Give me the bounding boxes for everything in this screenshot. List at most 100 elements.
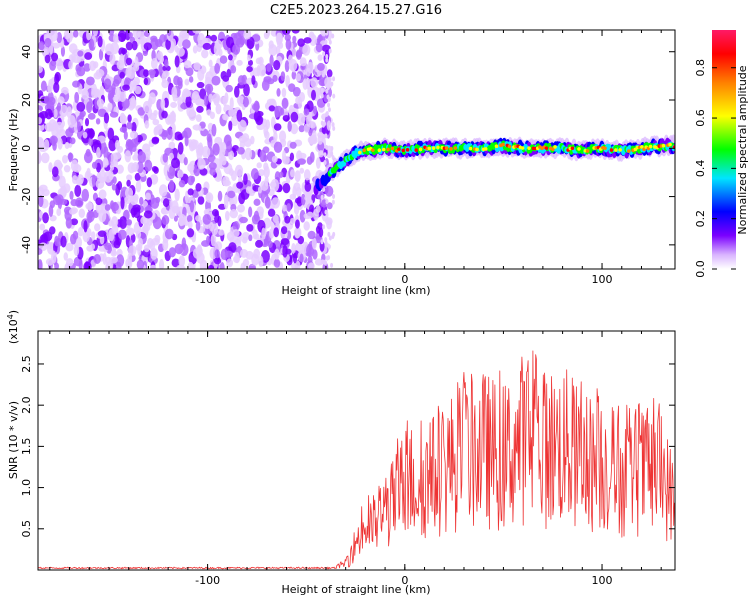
heatmap-cell	[87, 112, 96, 120]
heatmap-trace	[313, 134, 675, 196]
heatmap-cell	[248, 265, 255, 269]
heatmap-cell	[212, 93, 221, 104]
heatmap-cell	[294, 170, 301, 182]
heatmap-cell	[217, 190, 223, 202]
heatmap-cell	[51, 250, 57, 264]
trace-cell	[436, 145, 440, 150]
heatmap-cell	[220, 156, 227, 166]
heatmap-cell	[295, 73, 302, 82]
heatmap-cell	[332, 126, 336, 132]
heatmap-cell	[236, 59, 243, 66]
heatmap-cell	[331, 199, 335, 205]
heatmap-cell	[320, 239, 324, 245]
heatmap-cell	[325, 144, 329, 150]
heatmap-cell	[132, 162, 139, 172]
heatmap-cell	[130, 95, 136, 108]
heatmap-cell	[127, 66, 136, 79]
heatmap-cell	[207, 136, 213, 149]
heatmap-cell	[122, 84, 130, 91]
heatmap-cell	[228, 242, 237, 253]
heatmap-cell	[170, 101, 178, 109]
heatmap-cell	[111, 183, 117, 191]
heatmap-cell	[205, 192, 214, 203]
heatmap-cell	[206, 235, 211, 245]
heatmap-cell	[43, 231, 53, 242]
heatmap-cell	[187, 188, 194, 196]
heatmap-cell	[300, 193, 306, 206]
heatmap-cell	[73, 30, 79, 38]
heatmap-cell	[170, 157, 180, 169]
heatmap-cell	[66, 106, 73, 119]
heatmap-cell	[156, 50, 163, 61]
heatmap-cell	[317, 62, 325, 71]
heatmap-cell	[55, 194, 64, 205]
heatmap-cell	[228, 168, 234, 176]
heatmap-cell	[266, 63, 272, 72]
heatmap-cell	[224, 210, 230, 222]
heatmap-cell	[149, 264, 157, 269]
heatmap-cell	[273, 59, 281, 71]
heatmap-cell	[203, 94, 209, 107]
heatmap-cell	[142, 100, 152, 113]
heatmap-cell	[220, 248, 229, 261]
heatmap-cell	[223, 196, 229, 210]
heatmap-cell	[187, 163, 195, 173]
heatmap-cell	[114, 139, 121, 150]
heatmap-cell	[83, 261, 92, 269]
heatmap-cell	[206, 109, 212, 116]
heatmap-cell	[317, 222, 323, 230]
heatmap-cell	[208, 93, 214, 103]
heatmap-cell	[82, 131, 88, 139]
heatmap-cell	[155, 196, 161, 204]
heatmap-cell	[328, 235, 332, 241]
heatmap-cell	[229, 208, 238, 219]
heatmap-cell	[169, 111, 177, 121]
heatmap-cell	[331, 234, 335, 240]
heatmap-cell	[230, 65, 237, 74]
heatmap-cell	[291, 30, 300, 34]
heatmap-cell	[261, 227, 266, 240]
heatmap-cell	[77, 50, 84, 57]
heatmap-cell	[116, 59, 125, 71]
heatmap-cell	[299, 253, 304, 263]
heatmap-cell	[116, 262, 122, 269]
heatmap-cell	[189, 142, 195, 152]
heatmap-cell	[132, 30, 141, 39]
heatmap-cell	[72, 80, 81, 88]
heatmap-cell	[305, 77, 311, 90]
heatmap-cell	[264, 130, 270, 139]
heatmap-cell	[234, 164, 244, 177]
heatmap-cell	[88, 136, 94, 147]
heatmap-cell	[173, 215, 178, 222]
heatmap-cell	[282, 204, 288, 212]
spectrogram-x-label: Height of straight line (km)	[281, 284, 430, 297]
heatmap-cell	[322, 121, 326, 127]
heatmap-cell	[306, 244, 314, 258]
trace-cell	[501, 142, 505, 147]
heatmap-cell	[324, 185, 334, 197]
heatmap-cell	[271, 197, 281, 209]
trace-cell	[386, 147, 390, 152]
heatmap-cell	[168, 141, 176, 150]
trace-cell	[397, 147, 401, 151]
heatmap-cell	[54, 235, 59, 247]
heatmap-noise	[38, 30, 336, 269]
heatmap-cell	[68, 43, 78, 54]
heatmap-cell	[327, 231, 331, 237]
heatmap-cell	[174, 55, 180, 68]
heatmap-cell	[228, 54, 233, 61]
heatmap-cell	[74, 91, 80, 104]
heatmap-cell	[108, 30, 115, 36]
heatmap-cell	[79, 110, 86, 118]
heatmap-cell	[243, 83, 250, 97]
heatmap-cell	[131, 121, 137, 134]
heatmap-cell	[258, 56, 264, 66]
heatmap-cell	[325, 57, 329, 63]
heatmap-cell	[96, 146, 101, 159]
heatmap-cell	[143, 244, 150, 253]
heatmap-cell	[81, 188, 90, 202]
heatmap-cell	[38, 117, 43, 125]
heatmap-cell	[315, 157, 321, 169]
heatmap-cell	[303, 108, 310, 116]
heatmap-cell	[168, 152, 174, 161]
